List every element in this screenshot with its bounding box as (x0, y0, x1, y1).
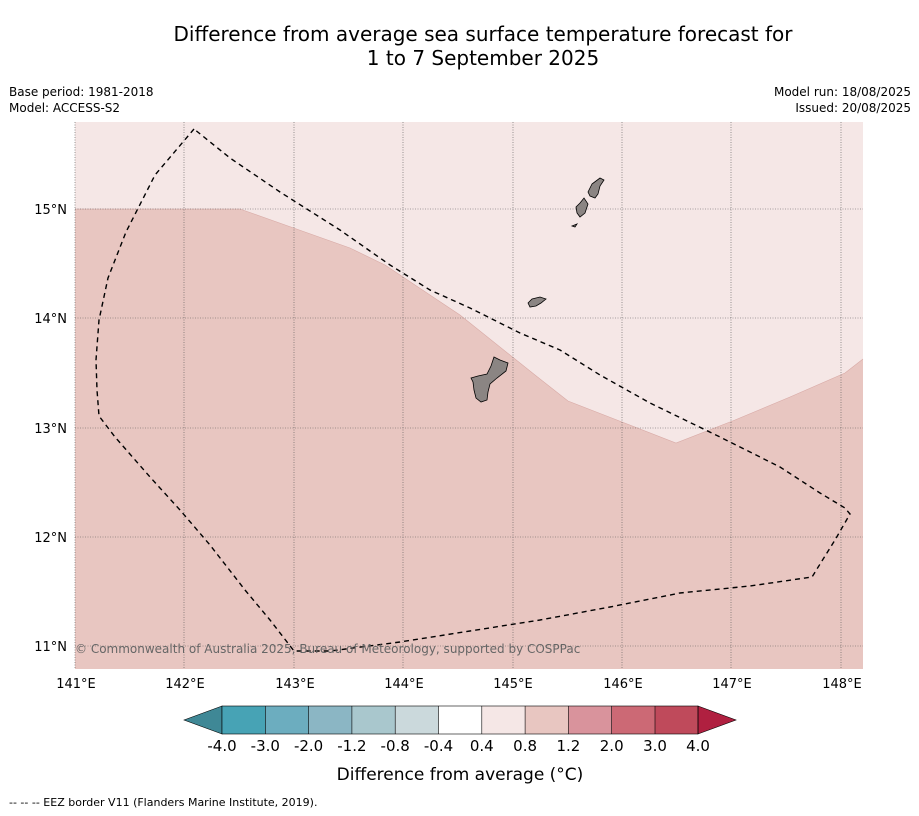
model-label: Model: ACCESS-S2 (9, 101, 121, 115)
lat-tick-label: 14°N (34, 312, 67, 327)
lon-tick-label: 145°E (493, 677, 533, 692)
copyright-text: © Commonwealth of Australia 2025, Bureau… (75, 642, 580, 656)
lon-tick-labels: 141°E 142°E 143°E 144°E 145°E 146°E 147°… (56, 677, 862, 692)
island-aguijan (570, 223, 579, 228)
colorbar-bin (568, 706, 612, 734)
island-rota (527, 296, 547, 308)
island-tinian (575, 197, 589, 218)
lon-tick-label: 143°E (275, 677, 315, 692)
colorbar-bin (308, 706, 352, 734)
lat-tick-label: 12°N (34, 531, 67, 546)
map-title: Difference from average sea surface temp… (0, 22, 919, 70)
map-title-line2: 1 to 7 September 2025 (366, 46, 600, 70)
anomaly-region-medium (75, 209, 863, 669)
colorbar-label: 2.0 (600, 737, 624, 755)
map-gridlines (74, 122, 863, 669)
eez-border (95, 128, 851, 652)
meta-right: Model run: 18/08/2025 Issued: 20/08/2025 (774, 84, 911, 116)
anomaly-contour (75, 208, 864, 444)
model-run-label: Model run: 18/08/2025 (773, 85, 911, 99)
colorbar-bin (438, 706, 482, 734)
colorbar-label: 0.4 (470, 737, 494, 755)
map-title-line1: Difference from average sea surface temp… (173, 22, 793, 46)
lat-tick-label: 15°N (34, 203, 67, 218)
colorbar-label: -0.8 (381, 737, 410, 755)
colorbar-label: 0.8 (513, 737, 537, 755)
colorbar-bin (655, 706, 698, 734)
colorbar-label: 1.2 (556, 737, 580, 755)
colorbar-bin (481, 706, 526, 734)
issued-label: Issued: 20/08/2025 (795, 101, 911, 115)
colorbar-over-arrow (697, 705, 737, 735)
map-panel: 141°E 142°E 143°E 144°E 145°E 146°E 147°… (34, 122, 864, 692)
colorbar-title: Difference from average (°C) (337, 765, 584, 785)
colorbar-label: -1.2 (337, 737, 366, 755)
land-islands (470, 177, 605, 403)
colorbar-label: -3.0 (251, 737, 280, 755)
colorbar-label: -0.4 (424, 737, 453, 755)
colorbar-bin (351, 706, 396, 734)
colorbar-outline (221, 705, 699, 735)
lon-tick-label: 141°E (56, 677, 96, 692)
colorbar-label: -2.0 (294, 737, 323, 755)
colorbar-label: 3.0 (643, 737, 667, 755)
base-period-label: Base period: 1981-2018 (9, 85, 154, 99)
colorbar-labels: -4.0 -3.0 -2.0 -1.2 -0.8 -0.4 0.4 0.8 1.… (207, 737, 710, 755)
colorbar-bin (525, 706, 569, 734)
lat-tick-label: 13°N (34, 422, 67, 437)
lat-tick-labels: 15°N 14°N 13°N 12°N 11°N (34, 203, 67, 655)
lon-tick-label: 148°E (822, 677, 862, 692)
colorbar-bin (265, 706, 309, 734)
colorbar-under-arrow (183, 705, 223, 735)
lon-tick-label: 146°E (603, 677, 643, 692)
colorbar-label: 4.0 (686, 737, 710, 755)
lon-tick-label: 147°E (712, 677, 752, 692)
lat-tick-label: 11°N (34, 640, 67, 655)
island-saipan (587, 177, 605, 199)
island-guam (470, 356, 509, 403)
colorbar: -4.0 -3.0 -2.0 -1.2 -0.8 -0.4 0.4 0.8 1.… (183, 705, 737, 785)
map-figure: 141°E 142°E 143°E 144°E 145°E 146°E 147°… (34, 122, 864, 785)
lon-tick-label: 142°E (165, 677, 205, 692)
colorbar-bin (395, 706, 439, 734)
colorbar-bin (222, 706, 266, 734)
colorbar-bin (611, 706, 655, 734)
colorbar-label: -4.0 (207, 737, 236, 755)
footnote: -- -- -- EEZ border V11 (Flanders Marine… (9, 796, 318, 809)
meta-left: Base period: 1981-2018 Model: ACCESS-S2 (9, 84, 154, 116)
lon-tick-label: 144°E (384, 677, 424, 692)
colorbar-dividers (264, 706, 656, 734)
